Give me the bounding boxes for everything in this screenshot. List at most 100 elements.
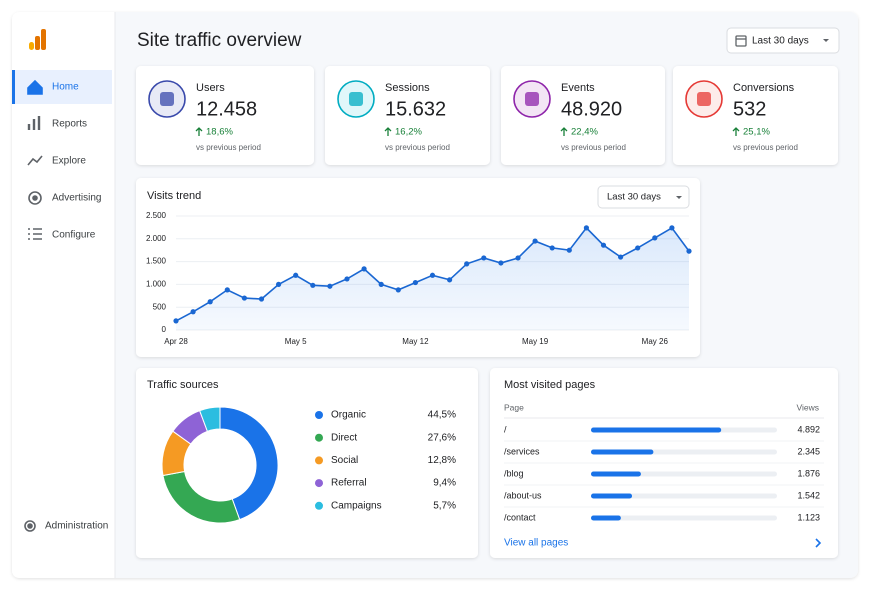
x-tick-label: May 5 xyxy=(285,337,307,346)
bar-track xyxy=(591,493,777,499)
trend-range-button[interactable] xyxy=(597,185,690,209)
donut-slice xyxy=(199,406,221,432)
pages-table: / 4.892/services 2.345/blog 1.876/about-us 1… xyxy=(504,417,824,522)
point xyxy=(686,248,692,254)
kpi-value: 12.458 xyxy=(196,98,257,120)
point xyxy=(327,283,333,289)
legend-dot xyxy=(315,479,323,488)
nav-item[interactable]: Home xyxy=(52,82,79,93)
nav-item[interactable]: Explore xyxy=(52,156,86,167)
point xyxy=(669,225,675,231)
x-tick-label: May 19 xyxy=(522,337,549,346)
kpi-icon-glyph xyxy=(349,92,363,106)
y-tick-label: 500 xyxy=(153,302,167,311)
point xyxy=(464,261,470,267)
line-chart: 0 500 1.000 1.500 2.000 2.500 Apr 28 May 5 May 1… xyxy=(146,211,692,346)
point xyxy=(447,277,453,283)
point xyxy=(293,272,299,278)
col-header: Views xyxy=(796,402,819,412)
point xyxy=(258,296,265,302)
legend-value: 12,8% xyxy=(428,455,456,466)
donut-slice xyxy=(219,406,279,521)
legend-dot xyxy=(315,433,323,442)
sources-title: Traffic sources xyxy=(147,379,219,391)
nav-active-bar xyxy=(12,70,15,104)
point xyxy=(652,235,658,241)
legend-value: 5,7% xyxy=(433,500,456,511)
caret xyxy=(676,196,682,199)
legend-label: Social xyxy=(331,455,358,466)
page-views: 4.892 xyxy=(797,424,820,434)
legend-label: Campaigns xyxy=(331,500,382,511)
trend-title: Visits trend xyxy=(147,190,201,202)
point xyxy=(532,238,538,244)
legend-value: 9,4% xyxy=(433,478,456,489)
point xyxy=(583,225,590,231)
nav-item[interactable]: Reports xyxy=(52,119,87,130)
legend-value: 44,5% xyxy=(428,410,456,421)
point xyxy=(481,255,487,261)
chevron xyxy=(815,538,822,548)
bar xyxy=(591,493,633,499)
point xyxy=(361,266,367,272)
point xyxy=(378,281,384,287)
kpi-change: 22,4% xyxy=(571,127,598,138)
page-path: /services xyxy=(504,446,540,456)
range-label[interactable]: Last 30 days xyxy=(752,36,809,47)
point xyxy=(241,295,247,301)
x-tick-label: Apr 28 xyxy=(164,337,188,346)
page-path: /about-us xyxy=(504,490,542,500)
page-views: 1.876 xyxy=(797,468,820,478)
point xyxy=(276,281,282,287)
page-views: 1.542 xyxy=(797,490,820,500)
kpi-label: Conversions xyxy=(733,82,795,94)
nav-item[interactable]: Advertising xyxy=(52,193,101,204)
nav-admin[interactable]: Administration xyxy=(45,521,108,532)
kpi-note: vs previous period xyxy=(733,143,798,152)
page-path: /blog xyxy=(504,468,524,478)
point xyxy=(344,276,350,282)
range-button[interactable] xyxy=(726,27,840,54)
page-path: / xyxy=(504,424,507,434)
legend-label: Direct xyxy=(331,432,357,443)
point xyxy=(310,282,316,288)
up-arrow xyxy=(384,127,392,136)
logo xyxy=(29,29,46,50)
legend-dot xyxy=(315,411,323,419)
y-tick-label: 0 xyxy=(162,325,167,334)
kpi-change: 18,6% xyxy=(206,127,233,138)
point xyxy=(549,245,555,251)
legend-dot xyxy=(315,456,323,465)
sidebar xyxy=(12,12,115,578)
kpi-note: vs previous period xyxy=(385,143,450,152)
legend-value: 27,6% xyxy=(428,432,456,443)
view-all-link[interactable]: View all pages xyxy=(504,538,568,549)
kpi-value: 532 xyxy=(733,98,766,120)
y-tick-label: 2.000 xyxy=(146,234,167,243)
calendar-icon xyxy=(735,35,747,47)
bar xyxy=(591,515,621,521)
kpi-value: 48.920 xyxy=(561,98,622,120)
kpi-value: 15.632 xyxy=(385,98,446,120)
kpi-icon-glyph xyxy=(160,92,174,106)
trend-range[interactable]: Last 30 days xyxy=(607,192,661,203)
point xyxy=(224,287,230,293)
legend-dot xyxy=(315,501,323,510)
kpi-change: 25,1% xyxy=(743,127,770,138)
nav-item[interactable]: Configure xyxy=(52,230,96,241)
up-arrow xyxy=(732,127,740,136)
kpi-label: Events xyxy=(561,82,595,94)
x-tick-label: May 12 xyxy=(402,337,429,346)
point xyxy=(429,272,436,278)
y-tick-label: 2.500 xyxy=(146,211,167,220)
point xyxy=(618,254,624,260)
x-tick-label: May 26 xyxy=(642,337,669,346)
kpi-label: Users xyxy=(196,82,225,94)
page-path: /contact xyxy=(504,512,536,522)
point xyxy=(515,255,521,261)
point xyxy=(190,309,196,315)
point xyxy=(498,260,504,266)
legend-label: Referral xyxy=(331,478,367,489)
donut-chart: Organic 44,5% Direct 27,6% Social 12,8% Referr… xyxy=(161,406,456,524)
